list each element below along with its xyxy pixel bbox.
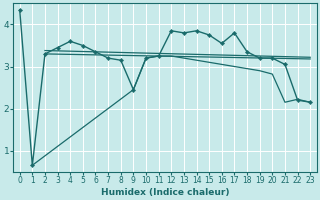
X-axis label: Humidex (Indice chaleur): Humidex (Indice chaleur) — [101, 188, 229, 197]
